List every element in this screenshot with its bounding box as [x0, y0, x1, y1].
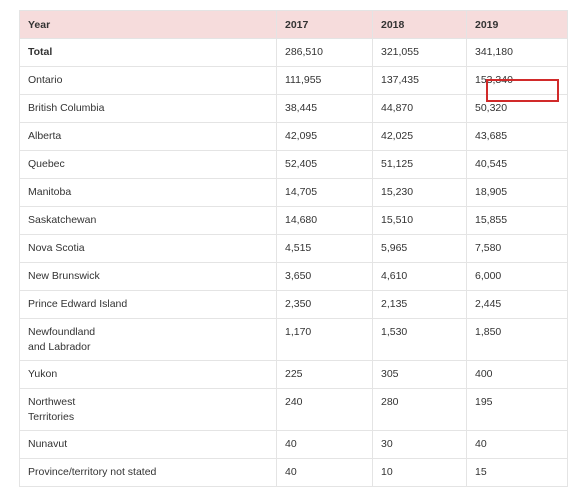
table-row: British Columbia 38,445 44,870 50,320 [19, 94, 568, 123]
cell-2018: 42,025 [372, 122, 467, 151]
cell-2017: 42,095 [276, 122, 373, 151]
row-label-text: Total [28, 46, 53, 58]
cell-2019: 2,445 [466, 290, 568, 319]
cell-2019: 40,545 [466, 150, 568, 179]
table-row: Alberta 42,095 42,025 43,685 [19, 122, 568, 151]
row-label: Province/territory not stated [19, 458, 277, 487]
cell-2018: 44,870 [372, 94, 467, 123]
row-label-text: Alberta [28, 130, 62, 142]
row-label: Prince Edward Island [19, 290, 277, 319]
table-row: Province/territory not stated 40 10 15 [19, 458, 568, 487]
table-row: Ontario 111,955 137,435 153,340 [19, 66, 568, 95]
cell-2019: 7,580 [466, 234, 568, 263]
row-label-text: Nunavut [28, 438, 68, 450]
cell-2018: 137,435 [372, 66, 467, 95]
row-label: Saskatchewan [19, 206, 277, 235]
table-row: Manitoba 14,705 15,230 18,905 [19, 178, 568, 207]
cell-2019: 341,180 [466, 38, 568, 67]
table-row: Saskatchewan 14,680 15,510 15,855 [19, 206, 568, 235]
cell-2019: 15,855 [466, 206, 568, 235]
row-label: Northwest Territories [19, 388, 277, 431]
cell-2017: 286,510 [276, 38, 373, 67]
table-row: New Brunswick 3,650 4,610 6,000 [19, 262, 568, 291]
row-label-text: Province/territory not stated [28, 466, 157, 478]
cell-2017: 3,650 [276, 262, 373, 291]
highlight-box-ontario-2019 [486, 79, 559, 102]
row-label-text: Prince Edward Island [28, 298, 128, 310]
province-admissions-table: Year 2017 2018 2019 Total 286,510 321,055 3… [19, 10, 568, 487]
table-row: Nunavut 40 30 40 [19, 430, 568, 459]
row-label-text: Manitoba [28, 186, 72, 198]
header-2019: 2019 [466, 10, 568, 39]
cell-2019: 15 [466, 458, 568, 487]
cell-2017: 40 [276, 458, 373, 487]
cell-2018: 15,510 [372, 206, 467, 235]
cell-2018: 5,965 [372, 234, 467, 263]
cell-2017: 4,515 [276, 234, 373, 263]
row-label: Newfoundland and Labrador [19, 318, 277, 361]
cell-2017: 14,705 [276, 178, 373, 207]
row-label-text: Ontario [28, 74, 63, 86]
table-row: Yukon 225 305 400 [19, 360, 568, 389]
cell-2018: 30 [372, 430, 467, 459]
cell-2017: 38,445 [276, 94, 373, 123]
table-row: Quebec 52,405 51,125 40,545 [19, 150, 568, 179]
cell-2018: 4,610 [372, 262, 467, 291]
cell-2018: 280 [372, 388, 467, 431]
cell-2018: 321,055 [372, 38, 467, 67]
row-label: Nova Scotia [19, 234, 277, 263]
row-label-text: Northwest Territories [28, 396, 76, 423]
cell-2017: 2,350 [276, 290, 373, 319]
cell-2017: 111,955 [276, 66, 373, 95]
row-label: Quebec [19, 150, 277, 179]
table-row: Prince Edward Island 2,350 2,135 2,445 [19, 290, 568, 319]
table-row: Newfoundland and Labrador 1,170 1,530 1,850 [19, 318, 568, 361]
cell-2018: 51,125 [372, 150, 467, 179]
cell-2019: 40 [466, 430, 568, 459]
cell-2019: 400 [466, 360, 568, 389]
cell-2019: 43,685 [466, 122, 568, 151]
table-row: Northwest Territories 240 280 195 [19, 388, 568, 431]
cell-2019: 1,850 [466, 318, 568, 361]
row-label: Total [19, 38, 277, 67]
cell-2017: 240 [276, 388, 373, 431]
immigration-table-container: Year 2017 2018 2019 Total 286,510 321,055 3… [19, 10, 568, 488]
row-label: Ontario [19, 66, 277, 95]
cell-2017: 40 [276, 430, 373, 459]
cell-2019: 6,000 [466, 262, 568, 291]
row-label-text: British Columbia [28, 102, 105, 114]
cell-2018: 10 [372, 458, 467, 487]
header-year: Year [19, 10, 277, 39]
row-label: Manitoba [19, 178, 277, 207]
row-label-text: Nova Scotia [28, 242, 85, 254]
cell-2019: 18,905 [466, 178, 568, 207]
cell-2017: 225 [276, 360, 373, 389]
header-2018: 2018 [372, 10, 467, 39]
cell-2019: 195 [466, 388, 568, 431]
header-2017: 2017 [276, 10, 373, 39]
row-label-text: New Brunswick [28, 270, 100, 282]
cell-2018: 1,530 [372, 318, 467, 361]
row-label-text: Saskatchewan [28, 214, 97, 226]
cell-2017: 1,170 [276, 318, 373, 361]
row-label: Alberta [19, 122, 277, 151]
row-label: British Columbia [19, 94, 277, 123]
row-label-text: Newfoundland and Labrador [28, 326, 96, 353]
cell-2018: 15,230 [372, 178, 467, 207]
row-label-text: Quebec [28, 158, 65, 170]
cell-2018: 2,135 [372, 290, 467, 319]
cell-2018: 305 [372, 360, 467, 389]
table-row: Total 286,510 321,055 341,180 [19, 38, 568, 67]
table-row: Nova Scotia 4,515 5,965 7,580 [19, 234, 568, 263]
row-label: Yukon [19, 360, 277, 389]
row-label: New Brunswick [19, 262, 277, 291]
row-label: Nunavut [19, 430, 277, 459]
cell-2017: 14,680 [276, 206, 373, 235]
row-label-text: Yukon [28, 368, 58, 380]
table-header-row: Year 2017 2018 2019 [19, 10, 568, 39]
cell-2017: 52,405 [276, 150, 373, 179]
